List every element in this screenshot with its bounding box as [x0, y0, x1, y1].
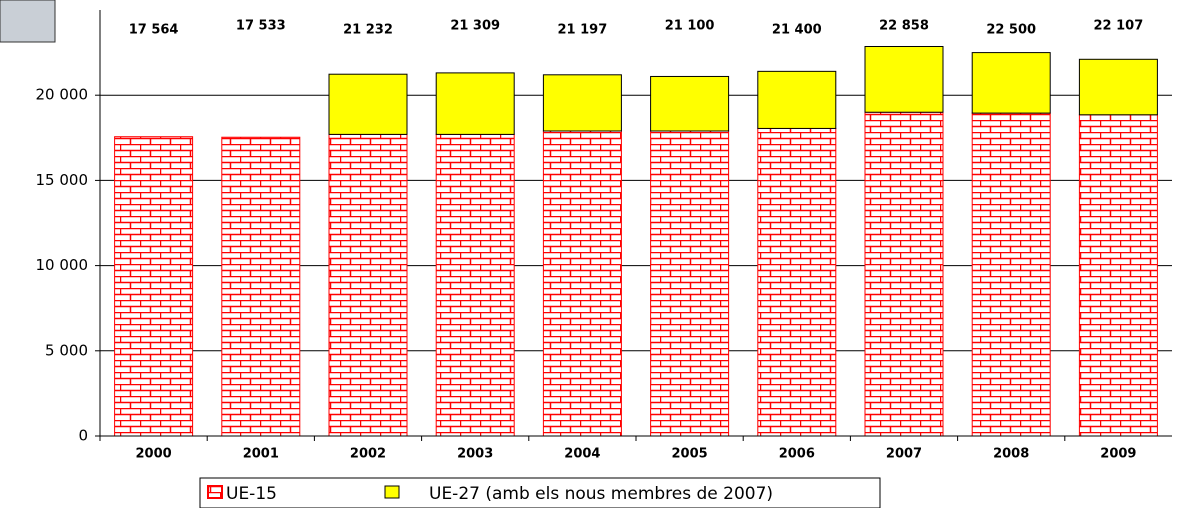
total-label: 21 232 — [343, 23, 393, 38]
bar-segment — [436, 73, 514, 134]
total-label: 22 500 — [986, 23, 1036, 38]
x-tick-label: 2003 — [457, 447, 493, 462]
x-tick-label: 2004 — [564, 447, 600, 462]
x-tick-label: 2000 — [136, 447, 172, 462]
bar-segment — [758, 71, 836, 128]
bar-segment — [1079, 115, 1157, 436]
y-tick-label: 0 — [78, 427, 88, 445]
chart: 0 5 000 10 000 15 000 20 000 2000 17 564 2001 17… — [0, 0, 1177, 508]
x-tick-label: 2005 — [672, 447, 708, 462]
bar-segment — [436, 134, 514, 436]
y-tick-label: 10 000 — [36, 256, 89, 274]
x-tick-label: 2006 — [779, 447, 815, 462]
x-tick-label: 2008 — [993, 447, 1029, 462]
corner-image — [0, 0, 55, 42]
bar-segment — [329, 134, 407, 436]
bar-segment — [758, 128, 836, 436]
bar-segment — [972, 113, 1050, 436]
total-label: 22 107 — [1094, 19, 1144, 34]
bar-segment — [222, 137, 300, 436]
bar-segment — [543, 75, 621, 131]
total-label: 21 309 — [450, 19, 500, 34]
legend-label: UE-27 (amb els nous membres de 2007) — [429, 484, 773, 504]
bar-segment — [115, 137, 193, 436]
x-tick-label: 2002 — [350, 447, 386, 462]
x-tick-label: 2009 — [1100, 447, 1136, 462]
total-label: 21 197 — [558, 23, 608, 38]
y-tick-label: 5 000 — [45, 341, 88, 359]
total-label: 22 858 — [879, 19, 929, 34]
bar-segment — [972, 53, 1050, 113]
bar-segment — [1079, 59, 1157, 114]
bar-segment — [651, 76, 729, 131]
legend-label: UE-15 — [226, 484, 277, 504]
y-tick-label: 15 000 — [36, 171, 89, 189]
legend-swatch — [208, 486, 222, 498]
total-label: 17 564 — [129, 23, 179, 38]
x-tick-label: 2007 — [886, 447, 922, 462]
y-tick-label: 20 000 — [36, 86, 89, 104]
total-label: 21 400 — [772, 23, 822, 38]
legend-swatch — [385, 486, 399, 498]
bar-segment — [865, 46, 943, 112]
total-label: 17 533 — [236, 19, 286, 34]
bar-segment — [651, 131, 729, 436]
bar-segment — [329, 74, 407, 134]
total-label: 21 100 — [665, 19, 715, 34]
bar-segment — [865, 112, 943, 436]
x-tick-label: 2001 — [243, 447, 279, 462]
bar-segment — [543, 131, 621, 436]
